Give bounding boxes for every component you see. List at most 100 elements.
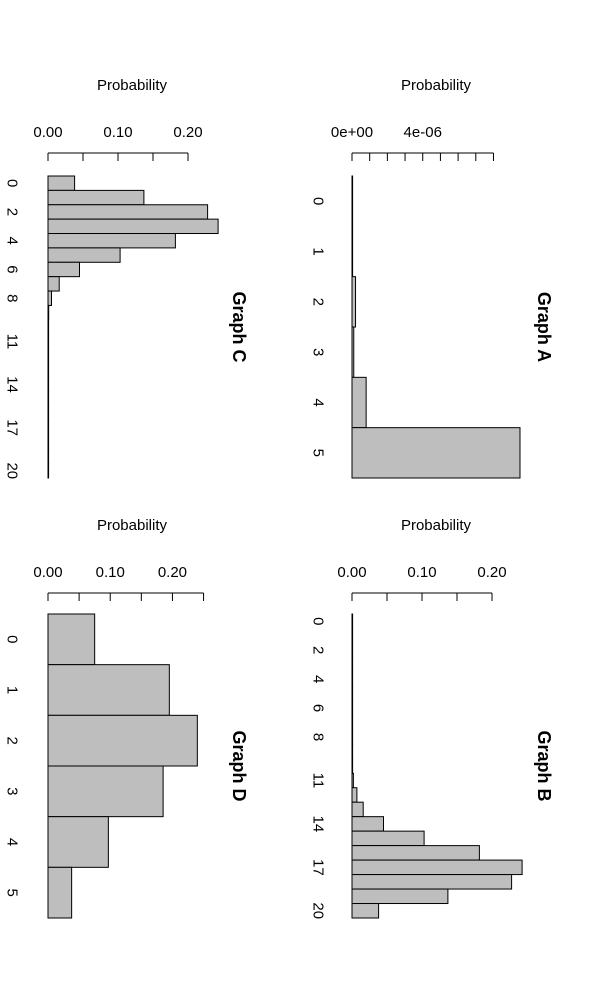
category-label: 2	[4, 208, 21, 216]
category-label: 14	[4, 376, 21, 393]
category-label: 8	[4, 294, 21, 302]
bar-3	[351, 326, 355, 378]
category-label: 8	[310, 733, 327, 741]
category-label: 0	[310, 617, 327, 625]
panel-title: Graph C	[229, 291, 249, 362]
bar-11	[351, 772, 354, 789]
category-label: 4	[310, 398, 327, 406]
category-label: 17	[310, 859, 327, 876]
bar-6	[351, 700, 354, 716]
category-label: 20	[310, 902, 327, 919]
category-label: 2	[4, 736, 21, 744]
category-label: 1	[310, 247, 327, 255]
bar-10	[351, 758, 354, 774]
bar-1	[47, 664, 170, 716]
bar-0	[351, 613, 354, 629]
bar-16	[47, 405, 50, 421]
bar-2	[351, 276, 357, 328]
bar-1	[47, 189, 145, 206]
category-label: 3	[310, 348, 327, 356]
bar-13	[351, 801, 364, 818]
category-label: 0	[4, 179, 21, 187]
bar-8	[47, 290, 52, 306]
category-label: 11	[310, 773, 327, 789]
panel-graph-d: 0.00 0.10 0.20 Probability Graph D 0 1 2 3 4 5	[4, 517, 249, 919]
tick-label: 0.20	[173, 124, 202, 141]
tick-label: 0.10	[103, 124, 132, 141]
bar-12	[47, 348, 50, 364]
bar-5	[351, 685, 354, 702]
value-axis-title: Probability	[97, 77, 168, 94]
bar-19	[351, 888, 449, 905]
bar-7	[351, 714, 354, 731]
panel-graph-b: 0.00 0.10 0.20 Probability Graph B 0 2 4 6 8 11 14 1…	[310, 517, 555, 919]
bar-9	[47, 304, 50, 321]
category-label: 2	[310, 646, 327, 654]
category-label: 3	[4, 787, 21, 795]
value-axis-title: Probability	[401, 77, 472, 94]
bar-11	[47, 333, 50, 350]
category-label: 17	[4, 419, 21, 436]
category-label: 14	[310, 816, 327, 833]
bar-18	[351, 874, 513, 890]
category-label: 5	[4, 888, 21, 896]
panel-title: Graph D	[229, 730, 249, 801]
panel-title: Graph A	[534, 292, 554, 362]
category-label: 6	[4, 265, 21, 273]
bar-6	[47, 261, 80, 278]
bar-4	[351, 376, 367, 429]
category-label: 0	[4, 635, 21, 643]
bar-19	[47, 448, 50, 465]
bar-17	[47, 419, 50, 436]
bar-3	[47, 218, 219, 235]
category-label: 20	[4, 462, 21, 479]
category-label: 4	[310, 675, 327, 683]
bar-20	[351, 903, 380, 919]
tick-label: 0.00	[33, 124, 62, 141]
panel-graph-a: 0e+00 4e-06 Probability Graph A 0 1 2 3 4 5	[310, 77, 554, 479]
category-label: 1	[4, 686, 21, 694]
category-label: 5	[310, 449, 327, 457]
value-axis-title: Probability	[401, 517, 472, 534]
bar-3	[47, 765, 164, 818]
bar-13	[47, 362, 50, 378]
panel-title: Graph B	[534, 730, 554, 801]
bar-2	[351, 642, 354, 658]
bar-1	[351, 225, 354, 278]
bar-5	[351, 427, 521, 479]
panel-graph-c: 0.00 0.10 0.20 Probability Graph C 0 2 4 6 8 11 14 1…	[4, 77, 250, 479]
bar-1	[351, 627, 354, 644]
bar-9	[351, 743, 354, 760]
tick-label: 0.10	[96, 564, 125, 581]
bar-0	[351, 175, 354, 227]
bar-12	[351, 787, 358, 803]
value-axis-title: Probability	[97, 517, 168, 534]
bar-3	[351, 656, 354, 673]
bar-8	[351, 729, 354, 745]
bar-5	[47, 247, 121, 263]
bar-2	[47, 204, 209, 220]
bar-16	[351, 845, 480, 861]
tick-label: 0.00	[337, 564, 366, 581]
category-label: 0	[310, 197, 327, 205]
tick-label: 4e-06	[404, 124, 442, 141]
tick-label: 0.00	[33, 564, 62, 581]
bar-4	[47, 816, 109, 868]
category-label: 4	[4, 237, 21, 245]
bar-7	[47, 276, 60, 292]
bar-0	[47, 175, 76, 191]
tick-label: 0e+00	[331, 124, 373, 141]
bar-0	[47, 613, 96, 666]
bar-4	[351, 671, 354, 687]
tick-label: 0.10	[407, 564, 436, 581]
bar-2	[47, 714, 198, 767]
bar-14	[351, 816, 384, 832]
category-label: 4	[4, 838, 21, 846]
bar-10	[47, 319, 50, 335]
bar-18	[47, 434, 50, 450]
tick-label: 0.20	[477, 564, 506, 581]
tick-label: 0.20	[158, 564, 187, 581]
category-label: 2	[310, 298, 327, 306]
